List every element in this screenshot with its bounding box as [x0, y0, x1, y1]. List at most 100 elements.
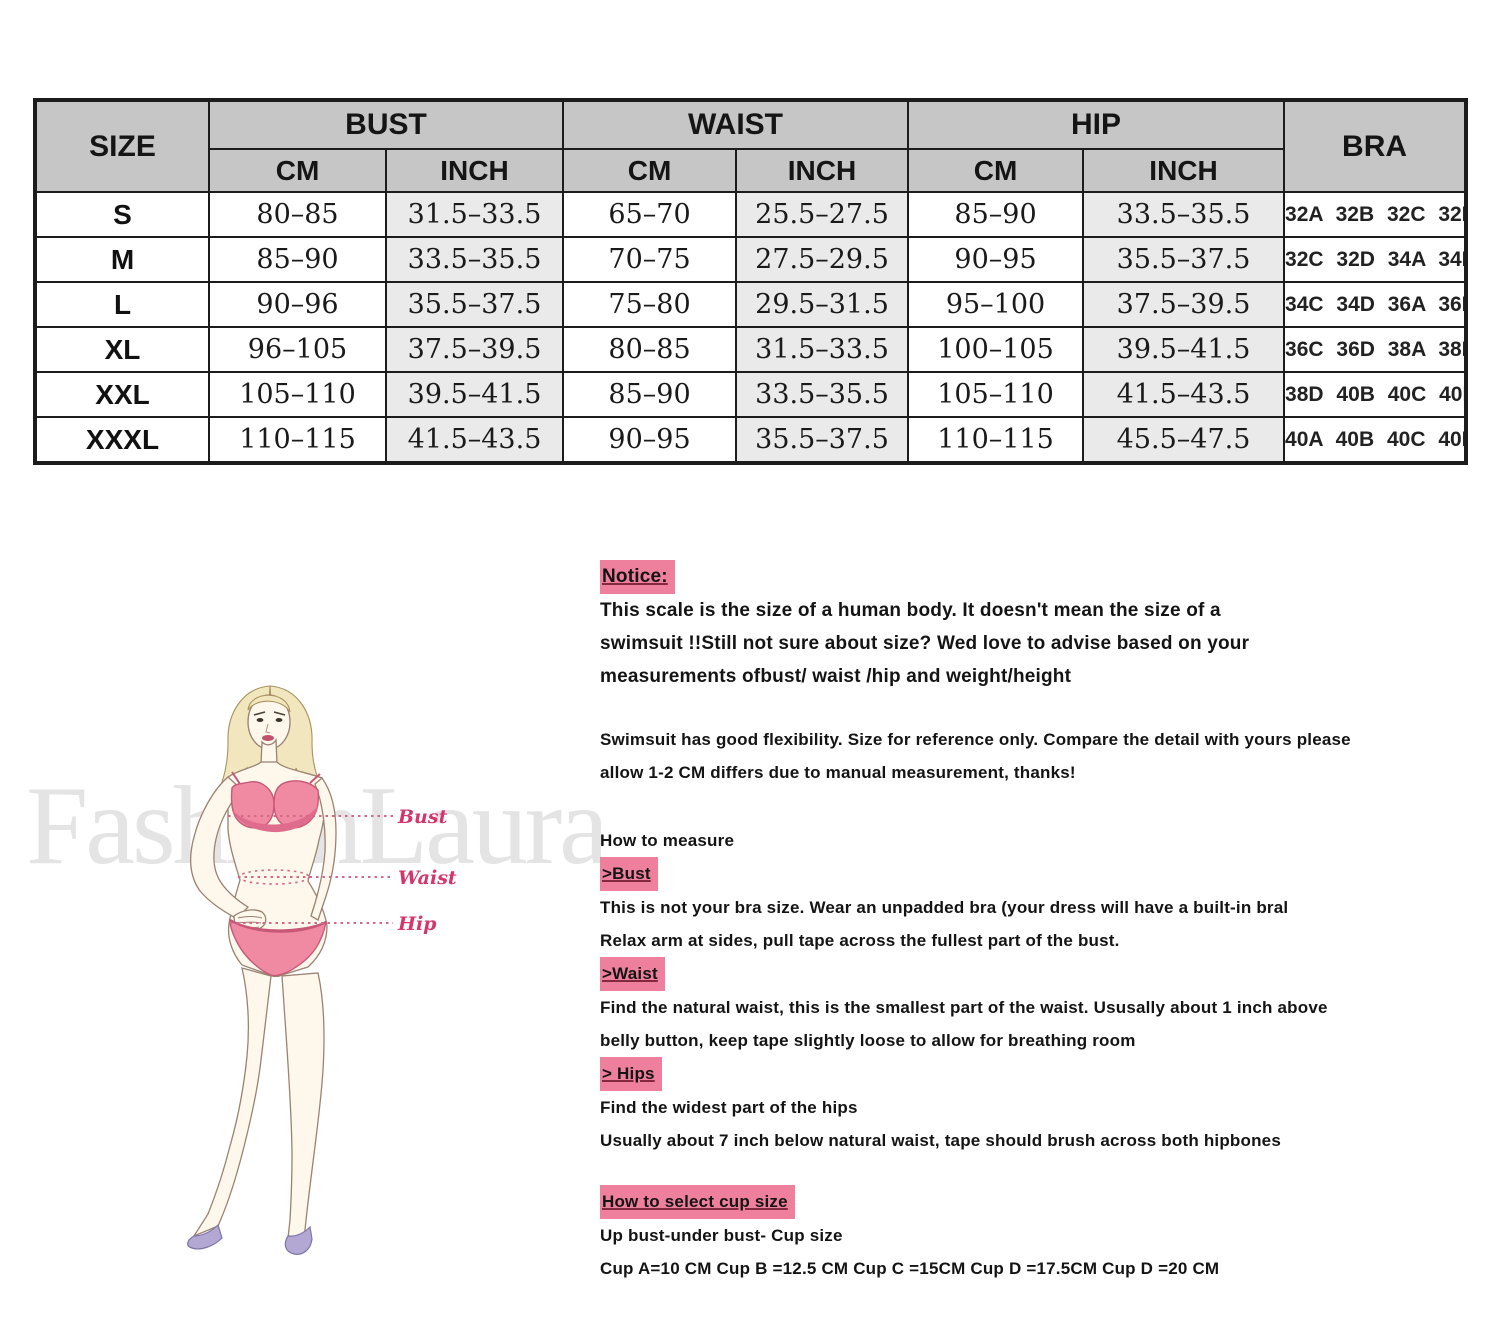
figure-briefs-waistband [229, 918, 327, 933]
waist-instruction: belly button, keep tape slightly loose t… [600, 1031, 1136, 1050]
bra-sizes: 32C 32D 34A 34B [1283, 236, 1468, 283]
bra-sizes: 36C 36D 38A 38B [1283, 326, 1468, 373]
bust-inch: 33.5–35.5 [384, 236, 565, 283]
bust-cm: 96–105 [208, 326, 387, 373]
hip-inch: 39.5–41.5 [1082, 326, 1286, 373]
cup-size-line: Up bust-under bust- Cup size [600, 1226, 843, 1245]
hip-inch: 37.5–39.5 [1082, 281, 1286, 328]
figure-shoe-right [284, 1225, 313, 1255]
figure-brow [273, 711, 286, 716]
col-header-bust-inch: INCH [384, 148, 565, 193]
figure-briefs [229, 918, 327, 977]
waist-inch: 31.5–33.5 [735, 326, 910, 373]
waist-cm: 75–80 [562, 281, 738, 328]
figure-nose [265, 723, 271, 734]
flexibility-line: Swimsuit has good flexibility. Size for … [600, 730, 1351, 749]
size-label: XL [34, 326, 210, 373]
col-header-waist-inch: INCH [735, 148, 910, 193]
hips-label-highlight: > Hips [600, 1057, 662, 1091]
bust-cm: 90–96 [208, 281, 387, 328]
hip-cm: 95–100 [907, 281, 1085, 328]
size-label: L [34, 281, 210, 328]
size-label: XXXL [34, 416, 210, 464]
hips-instruction: Find the widest part of the hips [600, 1098, 858, 1117]
figure-bra-straps [231, 771, 321, 785]
notice-line: swimsuit !!Still not sure about size? We… [600, 633, 1250, 654]
col-header-bust: BUST [207, 99, 565, 150]
col-header-hip-cm: CM [907, 148, 1085, 193]
hip-cm: 90–95 [907, 236, 1085, 283]
cup-size-line: Cup A=10 CM Cup B =12.5 CM Cup C =15CM C… [600, 1259, 1220, 1278]
col-header-bra: BRA [1283, 99, 1468, 193]
bust-instruction: This is not your bra size. Wear an unpad… [600, 898, 1289, 917]
bust-instruction: Relax arm at sides, pull tape across the… [600, 931, 1120, 950]
bra-sizes: 40A 40B 40C 40D [1283, 416, 1468, 464]
table-row-l: L 90–96 35.5–37.5 75–80 29.5–31.5 95–100… [34, 281, 1468, 328]
figure-brow [253, 711, 266, 716]
cup-size-heading-highlight: How to select cup size [600, 1185, 795, 1219]
size-label: S [34, 191, 210, 238]
hips-section-label: > Hips [600, 1057, 1480, 1091]
waist-cm: 80–85 [562, 326, 738, 373]
figure-lips [262, 735, 274, 741]
waist-inch: 29.5–31.5 [735, 281, 910, 328]
waist-cm: 85–90 [562, 371, 738, 418]
waist-instruction: Find the natural waist, this is the smal… [600, 998, 1328, 1017]
hip-inch: 45.5–47.5 [1082, 416, 1286, 464]
notice-heading-highlight: Notice: [600, 560, 675, 594]
cup-size-heading: How to select cup size [600, 1185, 1480, 1219]
hips-instruction: Usually about 7 inch below natural waist… [600, 1131, 1281, 1150]
hip-cm: 85–90 [907, 191, 1085, 238]
hip-cm: 110–115 [907, 416, 1085, 464]
bra-sizes: 32A 32B 32C 32D [1283, 191, 1468, 238]
measurement-figure-illustration: Bust Waist Hip [187, 685, 457, 1255]
hip-label: Hip [397, 913, 437, 935]
bust-inch: 39.5–41.5 [384, 371, 565, 418]
bust-inch: 35.5–37.5 [384, 281, 565, 328]
col-header-hip-inch: INCH [1082, 148, 1286, 193]
notice-heading: Notice: [600, 560, 1480, 594]
notice-line: This scale is the size of a human body. … [600, 600, 1221, 621]
bra-sizes: 34C 34D 36A 36B [1283, 281, 1468, 328]
bust-label: Bust [397, 806, 448, 828]
bust-section-label: >Bust [600, 857, 1480, 891]
flexibility-line: allow 1-2 CM differs due to manual measu… [600, 763, 1076, 782]
figure-leg-right [281, 972, 325, 1241]
bust-inch: 37.5–39.5 [384, 326, 565, 373]
figure-shoe-left [187, 1223, 223, 1250]
col-header-waist: WAIST [562, 99, 910, 150]
waist-inch: 33.5–35.5 [735, 371, 910, 418]
table-row-s: S 80–85 31.5–33.5 65–70 25.5–27.5 85–90 … [34, 191, 1468, 238]
waist-inch: 35.5–37.5 [735, 416, 910, 464]
bust-cm: 85–90 [208, 236, 387, 283]
bust-cm: 80–85 [208, 191, 387, 238]
notice-line: measurements ofbust/ waist /hip and weig… [600, 666, 1072, 687]
figure-eye [275, 718, 283, 722]
figure-hair-front [247, 694, 291, 713]
hip-inch: 33.5–35.5 [1082, 191, 1286, 238]
waist-label: Waist [398, 867, 457, 889]
col-header-size: SIZE [34, 99, 210, 193]
bust-inch: 31.5–33.5 [384, 191, 565, 238]
waist-label-highlight: >Waist [600, 957, 665, 991]
waist-inch: 25.5–27.5 [735, 191, 910, 238]
table-row-m: M 85–90 33.5–35.5 70–75 27.5–29.5 90–95 … [34, 236, 1468, 283]
waist-measure-ellipse [238, 869, 310, 885]
figure-bra-cup [230, 781, 275, 829]
figure-arm-right [310, 777, 337, 921]
col-header-bust-cm: CM [208, 148, 387, 193]
waist-cm: 70–75 [562, 236, 738, 283]
notes-column: Notice: This scale is the size of a huma… [600, 560, 1480, 1285]
figure-eye [256, 718, 264, 722]
figure-bra-band [232, 806, 318, 833]
col-header-hip: HIP [907, 99, 1286, 150]
bra-sizes: 38D 40B 40C 40D [1283, 371, 1468, 418]
waist-cm: 65–70 [562, 191, 738, 238]
table-row-xl: XL 96–105 37.5–39.5 80–85 31.5–33.5 100–… [34, 326, 1468, 373]
waist-cm: 90–95 [562, 416, 738, 464]
hip-inch: 41.5–43.5 [1082, 371, 1286, 418]
waist-inch: 27.5–29.5 [735, 236, 910, 283]
size-label: XXL [34, 371, 210, 418]
table-row-xxxl: XXXL 110–115 41.5–43.5 90–95 35.5–37.5 1… [34, 416, 1468, 464]
